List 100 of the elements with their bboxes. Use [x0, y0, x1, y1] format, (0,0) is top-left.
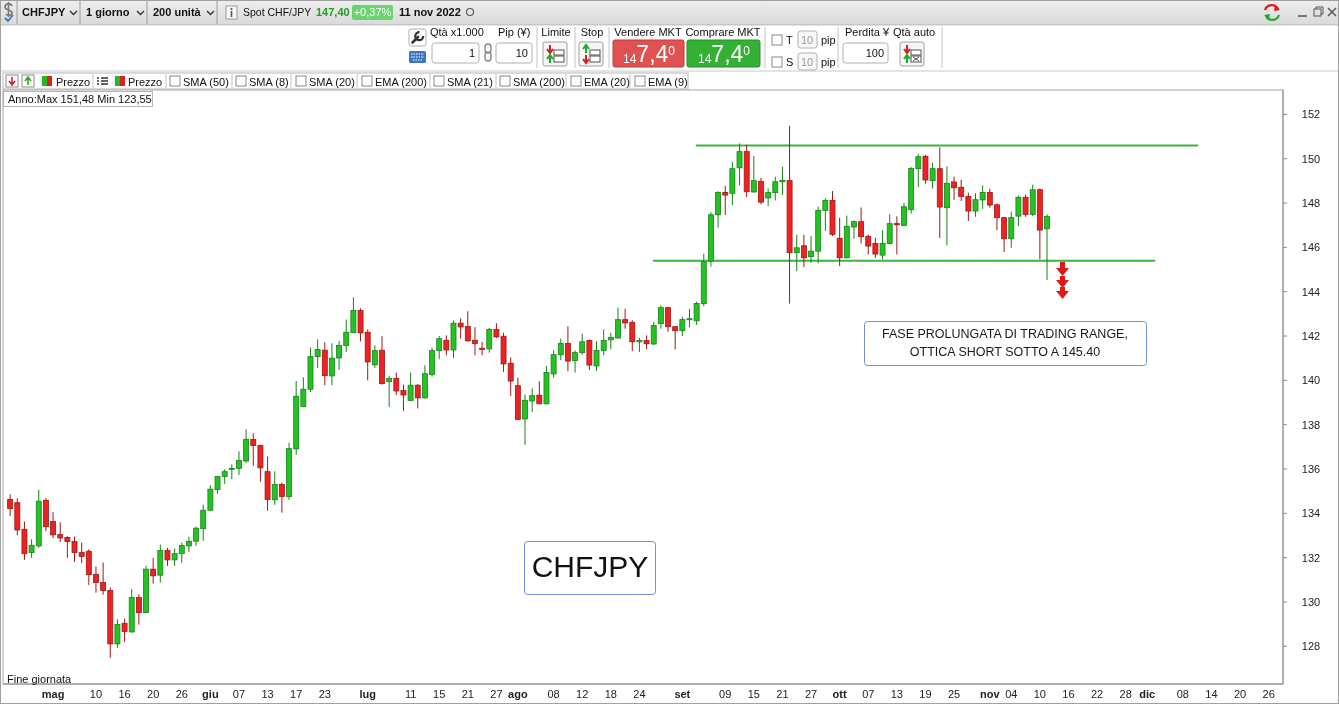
annotation: FASE PROLUNGATA DI TRADING RANGE, OTTICA SHORT SOTTO A 145.40	[882, 327, 1128, 360]
text: Spot CHF/JPY	[243, 6, 312, 18]
x-tick-label: 25	[947, 688, 961, 700]
x-tick-label: 13	[890, 688, 903, 700]
candlestick	[893, 215, 900, 255]
x-tick-label: 21	[461, 688, 474, 700]
x-tick-label: ago	[508, 688, 528, 700]
x-tick-label: 16	[118, 688, 131, 700]
text: Stop	[580, 26, 604, 38]
x-tick-label: 10	[89, 688, 103, 700]
candlestick	[386, 375, 393, 408]
x-tick-label: 16	[1062, 688, 1075, 700]
x-tick-label: 24	[633, 688, 646, 700]
text: 11 nov 2022	[399, 6, 461, 18]
text: Vendere MKT	[614, 26, 682, 38]
candlestick	[758, 177, 764, 205]
candlestick	[1044, 213, 1050, 281]
x-tick-label: 08	[547, 688, 560, 700]
y-tick-label: 130	[1301, 595, 1321, 608]
candlestick	[486, 327, 493, 354]
x-tick-label: 22	[1090, 688, 1104, 700]
candlestick	[722, 185, 729, 216]
x-tick-label: 18	[604, 688, 617, 700]
candlestick	[750, 155, 757, 194]
text: Limite	[541, 26, 571, 38]
text: CHFJPY	[22, 6, 67, 18]
candlestick	[443, 334, 450, 356]
x-tick-label: 19	[919, 688, 932, 700]
text: Prezzo	[56, 76, 91, 88]
x-tick-label: 07	[232, 688, 246, 700]
text: 10	[800, 56, 814, 68]
y-tick-label: 144	[1301, 285, 1321, 298]
candlestick	[1008, 211, 1015, 249]
x-tick-label: 27	[804, 688, 818, 700]
x-tick-label: giu	[202, 688, 219, 700]
text: 10	[800, 34, 814, 46]
text: pip	[821, 34, 836, 46]
x-tick-label: 09	[719, 688, 732, 700]
candlestick	[414, 383, 421, 409]
y-tick-label: 148	[1301, 197, 1321, 210]
annotation: Fine giornata	[7, 673, 73, 685]
text: Qtà auto	[893, 26, 936, 38]
text: Prezzo	[128, 76, 163, 88]
x-tick-label: 26	[175, 688, 188, 700]
text: pip	[821, 56, 836, 68]
y-tick-label: 152	[1301, 108, 1321, 121]
text: SMA (8)	[249, 76, 289, 88]
x-tick-label: 20	[147, 688, 160, 700]
x-tick-label: 10	[1033, 688, 1046, 700]
candlestick	[371, 344, 378, 369]
annotation: Anno:Max 151,48 Min 123,55	[8, 93, 152, 105]
text: T	[786, 34, 793, 46]
candlestick	[800, 234, 807, 268]
text: 200 unità	[153, 6, 202, 18]
y-tick-label: 138	[1301, 418, 1321, 431]
x-tick-label: set	[674, 688, 691, 700]
text: Pip (¥)	[498, 26, 531, 38]
y-tick-label: 134	[1301, 507, 1321, 520]
x-tick-label: ott	[832, 688, 848, 700]
candlestick	[1022, 194, 1029, 218]
x-tick-label: 27	[490, 688, 503, 700]
text: Qtà x1.000	[430, 26, 484, 38]
x-tick-label: 23	[318, 688, 331, 700]
x-tick-label: 04	[1005, 688, 1018, 700]
text: 147,40	[316, 6, 350, 18]
text: SMA (20)	[309, 76, 355, 88]
text: SMA (21)	[447, 76, 493, 88]
candlestick	[121, 618, 128, 643]
y-tick-label: 136	[1301, 463, 1321, 476]
x-tick-label: 08	[1176, 688, 1190, 700]
candlestick	[407, 372, 414, 402]
x-tick-label: 21	[776, 688, 789, 700]
x-tick-label: 28	[1119, 688, 1132, 700]
x-tick-label: 17	[290, 688, 303, 700]
x-tick-label: 20	[1233, 688, 1247, 700]
candlestick	[836, 217, 843, 267]
text: EMA (200)	[375, 76, 427, 88]
text: 10	[515, 47, 528, 59]
y-tick-label: 132	[1301, 551, 1321, 564]
x-tick-label: 07	[862, 688, 875, 700]
candlestick	[922, 154, 929, 185]
candlestick	[793, 234, 800, 272]
text: EMA (9)	[648, 76, 688, 88]
candlestick	[479, 341, 486, 356]
text: Perdita ¥	[845, 26, 890, 38]
text: SMA (200)	[513, 76, 565, 88]
y-tick-label: 142	[1301, 330, 1321, 343]
x-tick-label: 14	[1205, 688, 1218, 700]
x-tick-label: 11	[404, 688, 417, 700]
text: 1	[468, 47, 475, 59]
x-tick-label: 15	[747, 688, 760, 700]
candlestick	[135, 593, 142, 626]
y-tick-label: 128	[1301, 640, 1321, 653]
text: 1 giorno	[86, 6, 130, 18]
candlestick	[565, 325, 571, 372]
candlestick	[150, 557, 157, 585]
candlestick	[278, 482, 285, 514]
x-tick-label: 26	[1262, 688, 1275, 700]
candlestick	[657, 304, 664, 330]
y-tick-label: 150	[1301, 152, 1321, 165]
